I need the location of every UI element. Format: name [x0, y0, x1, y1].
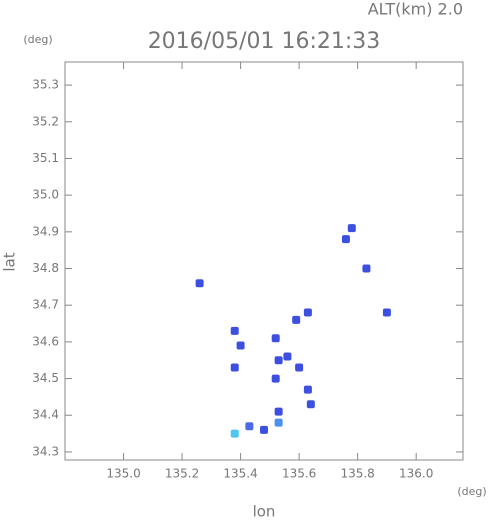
y-tick-label: 35.3 [32, 78, 59, 92]
echo-cell [260, 425, 268, 434]
echo-cell [274, 407, 283, 416]
y-tick-label: 34.4 [32, 408, 59, 422]
y-axis-label: lat [1, 252, 19, 271]
y-tick-label: 34.6 [32, 334, 59, 348]
y-tick-label: 35.1 [32, 151, 59, 165]
x-tick-label: 135.8 [340, 467, 374, 481]
echo-cell [306, 400, 315, 409]
echo-cell [295, 363, 304, 372]
echo-cell [382, 308, 391, 317]
echo-cell [245, 422, 254, 431]
echo-cell [283, 352, 292, 361]
echo-cell [230, 363, 239, 372]
y-tick-label: 35.2 [32, 114, 59, 128]
echo-cell [230, 429, 239, 438]
x-unit: (deg) [457, 485, 486, 498]
echo-cell [230, 326, 239, 335]
x-tick-label: 135.4 [223, 467, 257, 481]
x-tick-label: 135.0 [106, 467, 140, 481]
y-tick-label: 34.7 [32, 298, 59, 312]
echo-cell [271, 374, 280, 383]
echo-cell [271, 334, 280, 343]
echo-cell [195, 279, 204, 288]
echo-cell [236, 341, 245, 350]
chart-title: 2016/05/01 16:21:33 [148, 29, 381, 54]
y-tick-label: 34.9 [32, 224, 59, 238]
y-tick-label: 35.0 [32, 188, 59, 202]
x-tick-label: 136.0 [399, 467, 433, 481]
x-axis-label: lon [253, 503, 276, 521]
echo-cell [347, 224, 356, 233]
echo-cell [274, 356, 283, 365]
x-tick-label: 135.6 [282, 467, 316, 481]
echo-cell [303, 308, 312, 317]
x-tick-label: 135.2 [165, 467, 199, 481]
y-tick-label: 34.3 [32, 444, 59, 458]
y-unit: (deg) [23, 33, 52, 46]
echo-cell [292, 315, 301, 324]
echo-cell [274, 418, 283, 427]
altitude-label: ALT(km) 2.0 [368, 0, 463, 19]
echo-cell [303, 385, 312, 394]
echo-cell [341, 235, 350, 244]
echo-cell [362, 264, 371, 273]
y-tick-label: 34.8 [32, 261, 59, 275]
y-tick-label: 34.5 [32, 371, 59, 385]
plot-frame [64, 61, 464, 461]
